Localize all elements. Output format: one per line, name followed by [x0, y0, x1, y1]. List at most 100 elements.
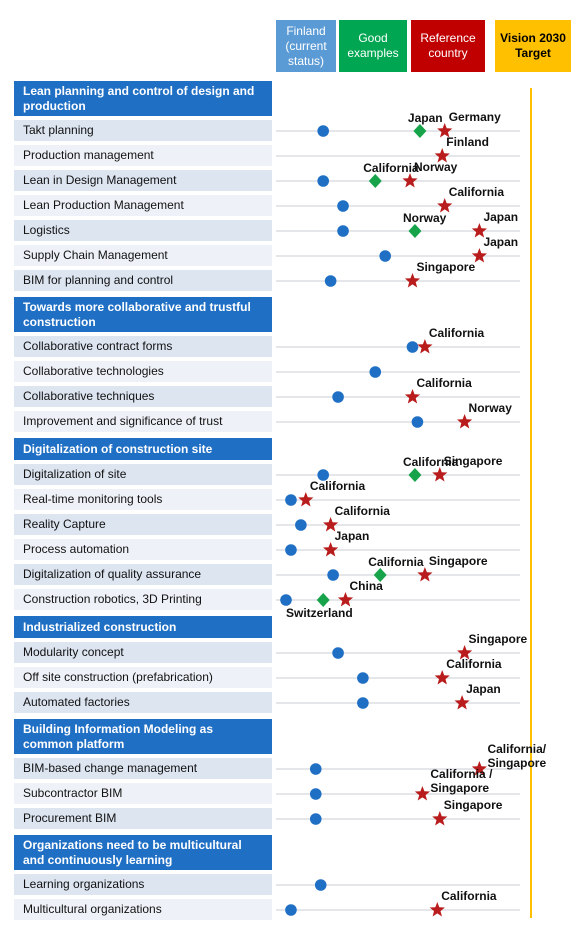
reference-star [429, 902, 445, 917]
finland-dot [357, 697, 369, 709]
reference-star [337, 592, 354, 607]
reference-star [471, 761, 487, 776]
section-header: Organizations need to be multicultural a… [14, 835, 272, 870]
reference-star [454, 695, 470, 710]
row-label: Lean in Design Management [14, 170, 272, 191]
point-label: California [310, 479, 366, 493]
point-label: Norway [403, 211, 447, 225]
finland-dot [285, 494, 297, 506]
point-label: California [441, 889, 497, 903]
finland-dot [314, 879, 327, 891]
point-label: California [446, 657, 502, 671]
row-label: Multicultural organizations [14, 899, 272, 920]
finland-dot [295, 519, 307, 531]
point-label: Norway [469, 401, 513, 415]
reference-star [437, 123, 453, 138]
finland-dot [411, 416, 424, 428]
point-label: Japan [335, 529, 370, 543]
finland-dot [280, 594, 292, 606]
good-example-diamond [316, 593, 330, 607]
row-label: BIM-based change management [14, 758, 272, 779]
finland-dot [379, 250, 392, 262]
row-label: Logistics [14, 220, 272, 241]
finland-dot [317, 469, 330, 481]
point-label: California [363, 161, 419, 175]
reference-star [402, 173, 418, 188]
reference-star [323, 542, 339, 557]
good-example-diamond [373, 568, 387, 582]
point-label: Japan [483, 235, 518, 249]
row-label: Takt planning [14, 120, 272, 141]
point-label: Singapore [444, 798, 503, 812]
row-label: Subcontractor BIM [14, 783, 272, 804]
reference-star [414, 786, 430, 801]
point-label: Norway [414, 160, 458, 174]
reference-star [434, 670, 450, 685]
reference-star [437, 198, 453, 213]
row-label: Digitalization of site [14, 464, 272, 485]
point-label: Switzerland [286, 606, 353, 620]
row-label: Production management [14, 145, 272, 166]
finland-dot [332, 647, 344, 659]
row-label: Reality Capture [14, 514, 272, 535]
row-label: Collaborative contract forms [14, 336, 272, 357]
point-label: Singapore [416, 260, 475, 274]
section-header: Digitalization of construction site [14, 438, 272, 460]
finland-dot [309, 763, 322, 775]
row-label: Supply Chain Management [14, 245, 272, 266]
legend-good-examples: Good examples [339, 20, 407, 72]
good-example-diamond [408, 224, 422, 238]
reference-star [417, 567, 433, 582]
point-label: Finland [446, 135, 489, 149]
point-label: California / [430, 767, 493, 781]
point-label: California [416, 376, 472, 390]
reference-star [471, 248, 487, 263]
row-label: Process automation [14, 539, 272, 560]
row-label: Collaborative technologies [14, 361, 272, 382]
point-label: Singapore [430, 781, 489, 795]
finland-dot [309, 788, 322, 800]
finland-dot [337, 225, 349, 237]
legend-finland: Finland (current status) [276, 20, 336, 72]
legend-reference-country: Reference country [411, 20, 485, 72]
reference-star [432, 811, 448, 826]
row-label: Modularity concept [14, 642, 272, 663]
point-label: California/ [487, 742, 546, 756]
finland-dot [317, 175, 330, 187]
finland-dot [369, 366, 382, 378]
reference-star [457, 645, 473, 660]
point-label: Singapore [487, 756, 546, 770]
reference-star [417, 339, 433, 354]
finland-dot [317, 125, 330, 137]
finland-dot [357, 672, 369, 684]
point-label: Japan [483, 210, 518, 224]
reference-star [323, 517, 339, 532]
row-label: Digitalization of quality assurance [14, 564, 272, 585]
finland-dot [406, 341, 419, 353]
row-label: Construction robotics, 3D Printing [14, 589, 272, 610]
reference-star [404, 273, 421, 288]
reference-star [404, 389, 421, 404]
finland-dot [327, 569, 339, 581]
finland-dot [324, 275, 337, 287]
finland-dot [337, 200, 349, 212]
legend-vision-target: Vision 2030 Target [495, 20, 571, 72]
reference-star [457, 414, 473, 429]
row-label: Real-time monitoring tools [14, 489, 272, 510]
row-label: Off site construction (prefabrication) [14, 667, 272, 688]
section-header: Industrialized construction [14, 616, 272, 638]
reference-star [432, 467, 448, 482]
finland-dot [285, 544, 297, 556]
section-header: Lean planning and control of design and … [14, 81, 272, 116]
point-label: Singapore [444, 454, 503, 468]
reference-star [434, 148, 450, 163]
row-label: BIM for planning and control [14, 270, 272, 291]
point-label: Singapore [469, 632, 528, 646]
point-label: China [350, 579, 384, 593]
point-label: California [429, 326, 485, 340]
good-example-diamond [408, 468, 422, 482]
row-label: Improvement and significance of trust [14, 411, 272, 432]
row-label: Lean Production Management [14, 195, 272, 216]
row-label: Procurement BIM [14, 808, 272, 829]
